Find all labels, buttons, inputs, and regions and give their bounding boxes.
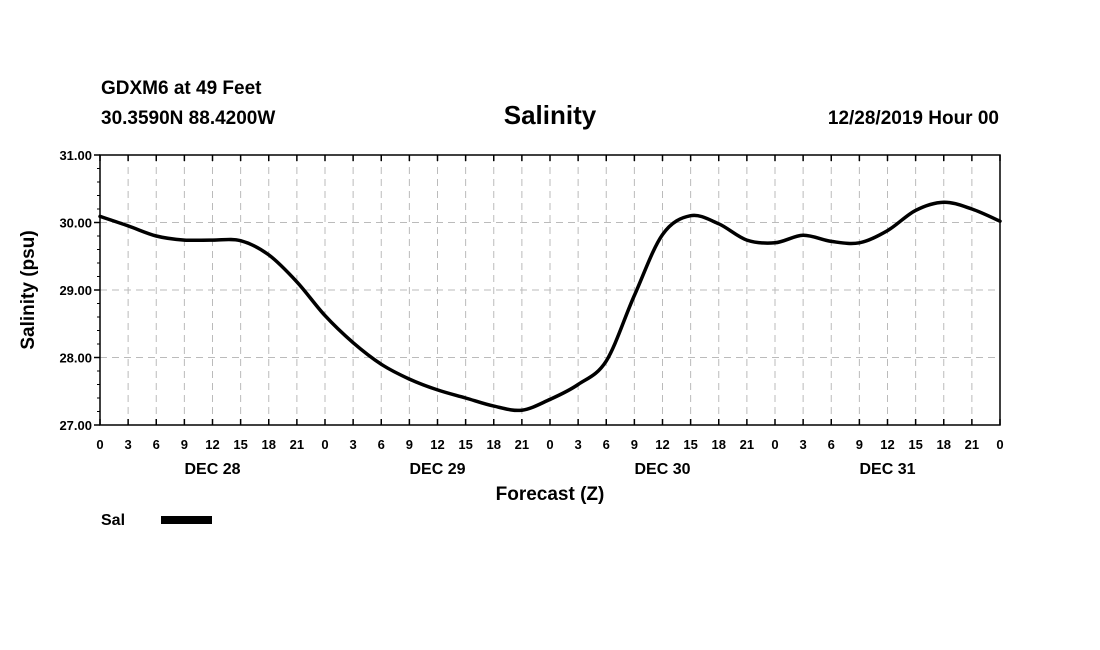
- run-time-label: 12/28/2019 Hour 00: [828, 108, 999, 129]
- x-tick-label: 15: [458, 437, 472, 452]
- x-axis-title: Forecast (Z): [496, 484, 605, 505]
- x-tick-label: 9: [181, 437, 188, 452]
- x-tick-label: 3: [350, 437, 357, 452]
- day-label: DEC 30: [634, 461, 690, 478]
- x-tick-label: 21: [965, 437, 979, 452]
- day-label: DEC 31: [859, 461, 915, 478]
- x-tick-label: 3: [125, 437, 132, 452]
- x-tick-label: 0: [996, 437, 1003, 452]
- coordinates-label: 30.3590N 88.4200W: [101, 108, 275, 129]
- x-tick-label: 6: [828, 437, 835, 452]
- y-axis-title: Salinity (psu): [18, 230, 39, 349]
- x-axis-ticks: 0 3 6 9 12 15 18 21 0 3 6 9 12 15 18 21 0 3 6 9 12 15 18 21 0 3 6 9…: [96, 155, 1004, 452]
- x-tick-label: 3: [575, 437, 582, 452]
- y-tick-label: 30.00: [59, 216, 92, 231]
- y-axis-ticks: 27.00 28.00 29.00 30.00 31.00: [59, 148, 100, 433]
- y-tick-label: 27.00: [59, 418, 92, 433]
- x-tick-label: 3: [800, 437, 807, 452]
- x-tick-label: 6: [603, 437, 610, 452]
- day-labels: DEC 28 DEC 29 DEC 30 DEC 31: [184, 461, 915, 478]
- x-tick-label: 18: [262, 437, 276, 452]
- x-tick-label: 18: [937, 437, 951, 452]
- x-tick-label: 9: [631, 437, 638, 452]
- grid: [100, 155, 1000, 425]
- legend-label: Sal: [101, 512, 125, 529]
- x-tick-label: 21: [290, 437, 304, 452]
- day-label: DEC 29: [409, 461, 465, 478]
- x-tick-label: 0: [321, 437, 328, 452]
- x-tick-label: 0: [771, 437, 778, 452]
- y-tick-label: 31.00: [59, 148, 92, 163]
- x-tick-label: 0: [96, 437, 103, 452]
- x-tick-label: 18: [487, 437, 501, 452]
- y-tick-label: 29.00: [59, 283, 92, 298]
- y-tick-label: 28.00: [59, 351, 92, 366]
- x-tick-label: 0: [546, 437, 553, 452]
- series-line-sal: [98, 200, 1002, 413]
- x-tick-label: 15: [908, 437, 922, 452]
- day-label: DEC 28: [184, 461, 240, 478]
- x-tick-label: 21: [515, 437, 529, 452]
- x-tick-label: 12: [430, 437, 444, 452]
- chart-title: Salinity: [504, 100, 597, 130]
- x-tick-label: 15: [233, 437, 247, 452]
- x-tick-label: 21: [740, 437, 754, 452]
- x-tick-label: 18: [712, 437, 726, 452]
- x-tick-label: 12: [655, 437, 669, 452]
- x-tick-label: 15: [683, 437, 697, 452]
- x-tick-label: 9: [406, 437, 413, 452]
- x-tick-label: 6: [153, 437, 160, 452]
- x-tick-label: 12: [205, 437, 219, 452]
- x-tick-label: 6: [378, 437, 385, 452]
- legend-swatch: [161, 516, 212, 524]
- station-label: GDXM6 at 49 Feet: [101, 78, 262, 99]
- x-tick-label: 12: [880, 437, 894, 452]
- x-tick-label: 9: [856, 437, 863, 452]
